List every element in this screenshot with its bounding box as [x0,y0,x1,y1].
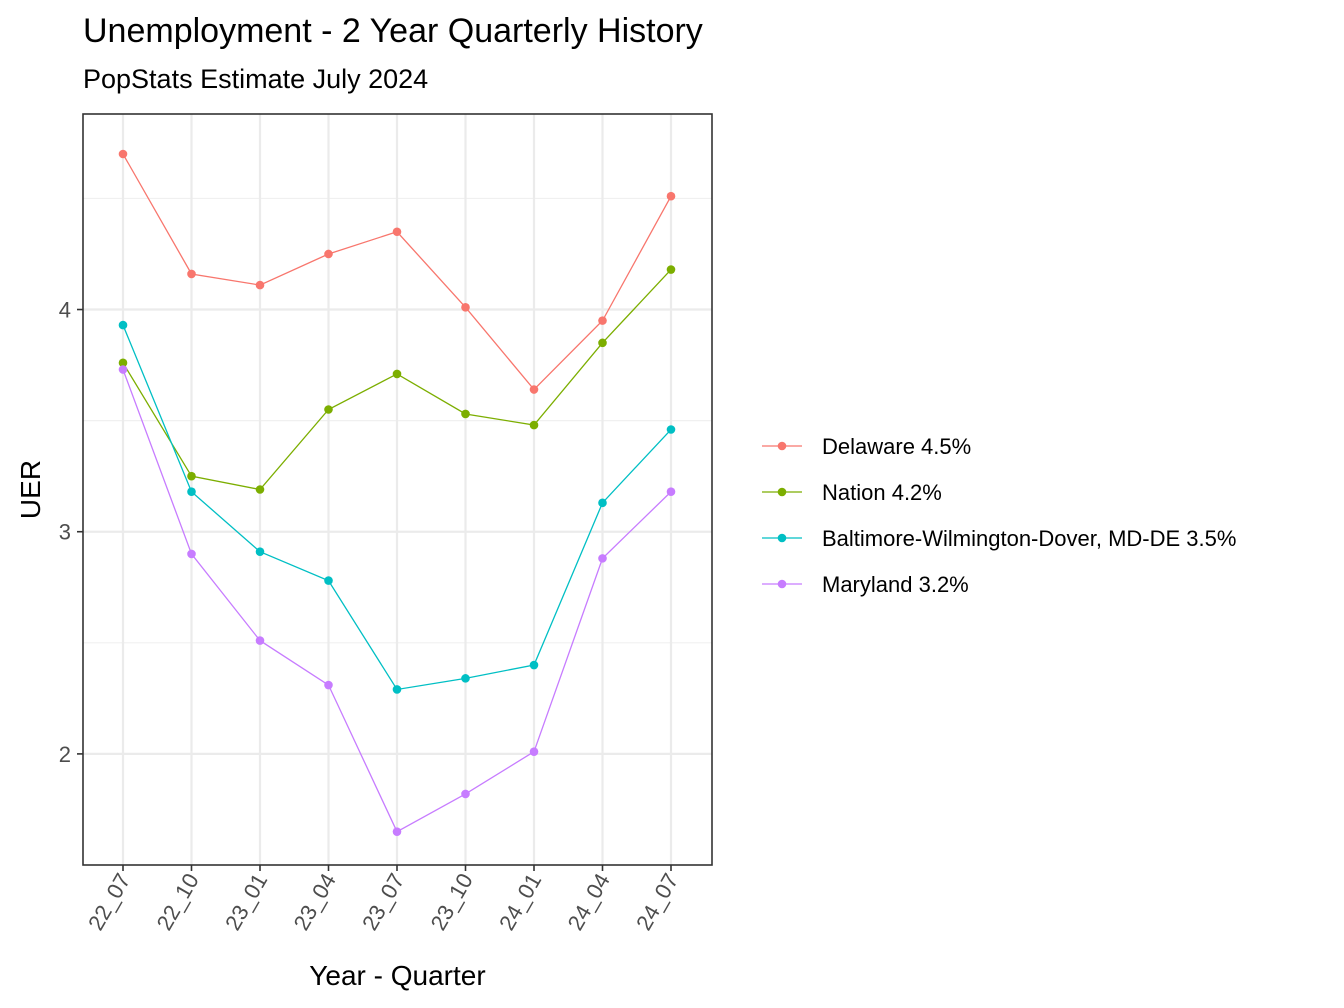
x-tick-label: 23_10 [426,869,478,934]
data-point [461,789,470,799]
x-axis-title: Year - Quarter [309,960,485,991]
x-tick-label: 24_01 [494,869,546,934]
legend-item: Maryland 3.2% [762,572,969,597]
data-point [598,554,607,563]
data-point [392,369,402,379]
data-point [598,338,607,348]
legend-item: Nation 4.2% [762,480,942,505]
data-point [324,680,333,690]
data-point [529,385,539,394]
y-axis-title: UER [15,460,46,519]
legend-key-point [777,579,787,589]
data-point [187,471,196,481]
data-point [187,269,196,279]
x-tick-label: 24_04 [563,869,615,934]
data-point [461,674,470,683]
data-point [392,827,402,836]
data-point [598,316,607,325]
legend-item: Baltimore-Wilmington-Dover, MD-DE 3.5% [762,526,1236,551]
y-tick-label: 2 [59,742,71,767]
legend-key-point [777,487,787,497]
data-point [255,547,265,557]
legend-key-point [777,441,787,451]
data-point [324,576,333,585]
x-tick-label: 23_07 [357,869,409,934]
x-tick-label: 23_01 [220,869,272,934]
data-point [118,149,128,159]
data-point [255,280,265,290]
data-point [461,409,470,419]
legend-label: Nation 4.2% [822,480,942,505]
data-point [187,549,196,559]
data-point [255,636,265,645]
data-point [666,487,676,497]
data-point [392,685,402,694]
data-point [461,303,470,312]
data-point [324,249,333,259]
data-point [666,191,676,201]
data-point [529,747,539,756]
x-tick-label: 23_04 [289,869,341,934]
y-tick-label: 4 [59,298,71,323]
x-tick-label: 22_10 [152,869,204,934]
y-tick-label: 3 [59,520,71,545]
x-tick-label: 24_07 [631,869,683,934]
legend-key-point [777,533,787,543]
data-point [529,660,539,670]
data-point [118,320,128,330]
data-point [324,405,333,414]
legend-label: Delaware 4.5% [822,434,971,459]
chart-subtitle: PopStats Estimate July 2024 [83,64,429,94]
legend-label: Baltimore-Wilmington-Dover, MD-DE 3.5% [822,526,1236,551]
x-tick-label: 22_07 [83,869,135,934]
data-point [255,485,265,494]
data-point [598,498,607,508]
data-point [666,425,676,434]
data-point [118,358,128,368]
data-point [392,227,402,237]
chart-title: Unemployment - 2 Year Quarterly History [83,12,703,50]
legend-item: Delaware 4.5% [762,434,971,459]
data-point [666,265,676,274]
data-point [529,420,539,430]
legend-label: Maryland 3.2% [822,572,969,597]
data-point [187,487,196,497]
data-point [118,365,128,374]
